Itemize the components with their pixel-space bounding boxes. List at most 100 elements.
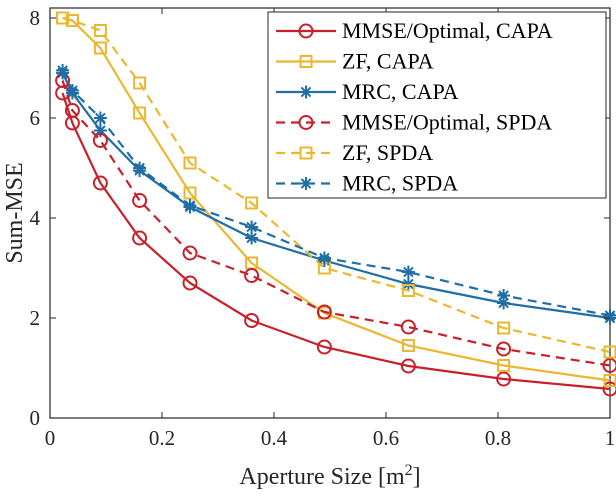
marker-asterisk (299, 85, 313, 99)
marker-stroke (95, 125, 106, 136)
marker-circle (496, 371, 512, 387)
marker-square (497, 321, 511, 335)
marker-asterisk (603, 309, 616, 322)
x-axis-label-sup: 2 (405, 462, 413, 479)
marker-square (401, 284, 415, 297)
series-mmse-optimal-spda (55, 73, 616, 373)
marker-asterisk (133, 161, 147, 175)
x-tick-label: 0.6 (373, 426, 399, 450)
y-tick-label: 0 (30, 406, 41, 430)
x-tick-label: 1 (605, 426, 616, 450)
marker-stroke (57, 65, 68, 76)
series-line (61, 80, 611, 367)
series-layer (55, 11, 616, 397)
marker-square (65, 14, 79, 27)
legend-item: MRC, CAPA (276, 79, 459, 104)
marker-asterisk (401, 265, 415, 279)
legend-item: ZF, SPDA (276, 140, 433, 165)
marker-circle (244, 313, 260, 328)
marker-asterisk (299, 177, 313, 190)
x-axis-label-main: Aperture Size [m (239, 464, 405, 490)
marker-stroke (184, 200, 196, 211)
legend-box (267, 11, 607, 199)
legend-item: ZF, CAPA (276, 49, 434, 74)
marker-stroke (134, 162, 145, 174)
series-line (61, 70, 611, 317)
marker-circle (400, 358, 416, 374)
marker-square (93, 24, 107, 37)
marker-circle (400, 319, 416, 335)
marker-asterisk (93, 124, 107, 137)
marker-circle (496, 341, 512, 357)
marker-asterisk (245, 220, 259, 234)
legend-label: ZF, SPDA (342, 140, 433, 165)
marker-stroke (246, 221, 257, 233)
marker-asterisk (56, 64, 70, 77)
marker-circle (132, 230, 148, 246)
marker-square (183, 186, 197, 200)
marker-circle (316, 304, 332, 320)
marker-circle (64, 103, 80, 118)
y-axis-label: Sum-MSE (2, 162, 28, 263)
marker-square (133, 76, 147, 90)
marker-asterisk (183, 199, 197, 212)
marker-circle (316, 339, 332, 355)
marker-square (93, 41, 107, 55)
legend-label: MRC, SPDA (342, 171, 458, 196)
x-tick-label: 0 (45, 426, 56, 450)
marker-asterisk (317, 251, 331, 265)
marker-circle (132, 193, 148, 208)
legend-item: MRC, SPDA (276, 171, 458, 196)
series-line (61, 72, 611, 320)
marker-circle (298, 23, 314, 39)
marker-circle (298, 115, 314, 130)
marker-circle (182, 275, 198, 291)
marker-circle (244, 268, 260, 283)
marker-square (299, 146, 313, 160)
marker-square (183, 156, 197, 170)
x-tick-label: 0.8 (485, 426, 511, 450)
y-tick-label: 2 (30, 306, 41, 330)
marker-circle (602, 358, 616, 373)
x-axis-label-suffix: ] (413, 464, 421, 490)
marker-square (56, 11, 70, 25)
legend-label: MMSE/Optimal, CAPA (342, 18, 553, 43)
marker-stroke (403, 266, 414, 278)
x-tick-label: 0.2 (149, 426, 175, 450)
legend: MMSE/Optimal, CAPA ZF, CAPA MRC, CAPA MMSE/… (267, 11, 607, 199)
marker-stroke (300, 86, 312, 98)
marker-asterisk (93, 111, 107, 125)
marker-stroke (498, 290, 509, 301)
x-tick-label: 0.4 (261, 426, 288, 450)
y-tick-label: 4 (30, 206, 41, 230)
marker-square (299, 55, 313, 68)
marker-square (497, 359, 511, 372)
marker-stroke (604, 310, 616, 321)
legend-label: ZF, CAPA (342, 49, 434, 74)
marker-circle (182, 245, 198, 261)
marker-circle (92, 175, 108, 191)
legend-item: MMSE/Optimal, SPDA (276, 110, 552, 135)
marker-stroke (67, 85, 78, 96)
marker-stroke (95, 112, 106, 124)
marker-stroke (319, 252, 330, 264)
legend-label: MMSE/Optimal, SPDA (342, 110, 552, 135)
y-tick-label: 8 (30, 6, 41, 30)
marker-square (133, 106, 147, 120)
axes-layer: 0 0.2 0.4 0.6 0.8 1 0 2 4 6 8 (30, 6, 616, 450)
marker-asterisk (65, 84, 79, 97)
legend-label: MRC, CAPA (342, 79, 459, 104)
y-tick-label: 6 (30, 106, 41, 130)
marker-square (401, 339, 415, 352)
series-line (61, 92, 611, 391)
marker-stroke (246, 232, 257, 244)
x-axis-label: Aperture Size [m2] (239, 462, 420, 490)
series-line (62, 16, 611, 382)
marker-stroke (300, 178, 312, 189)
marker-square (245, 196, 259, 210)
marker-circle (602, 381, 616, 397)
series-mrc-spda (56, 64, 616, 322)
series-mmse-optimal-capa (55, 85, 616, 397)
marker-asterisk (245, 231, 259, 245)
